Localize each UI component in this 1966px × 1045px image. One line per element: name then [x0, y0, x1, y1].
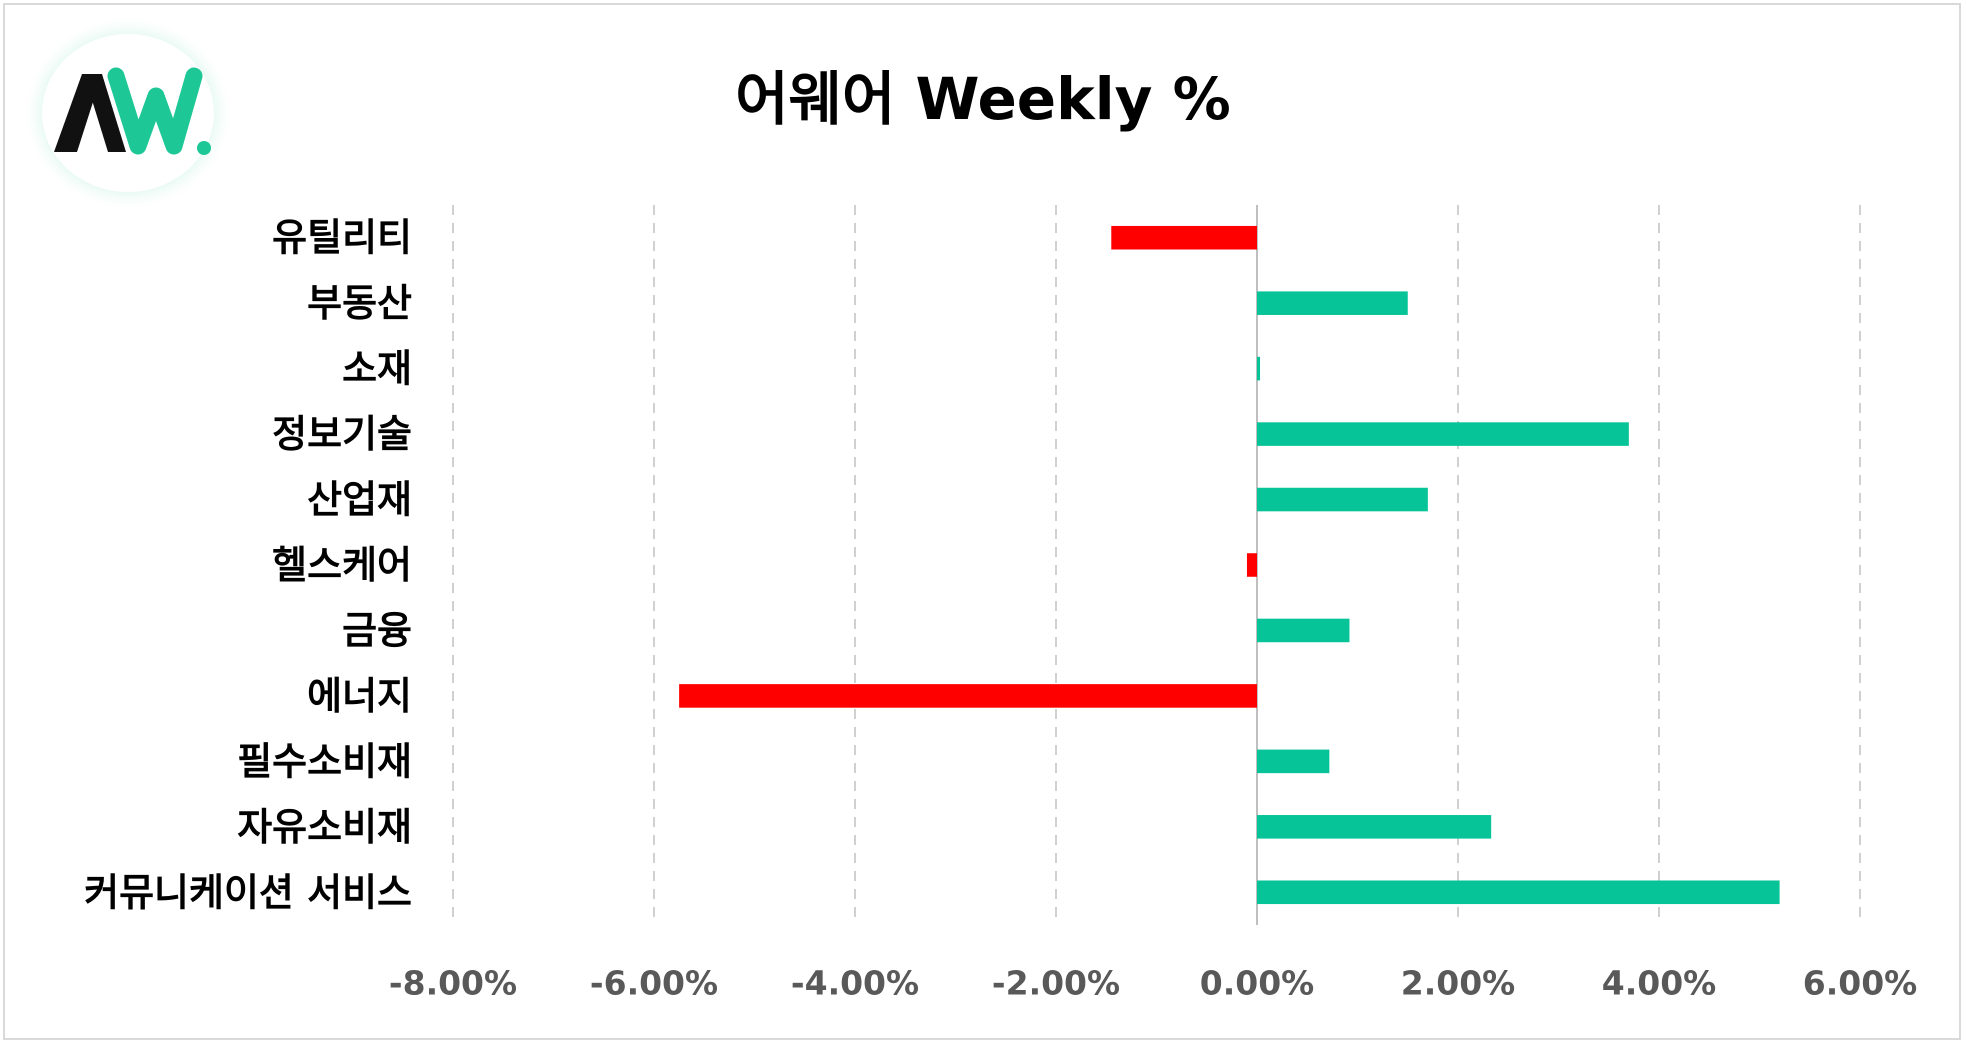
- aw-logo-icon: [54, 67, 211, 155]
- category-label: 정보기술: [272, 412, 412, 456]
- bar: [1257, 356, 1261, 381]
- category-label: 금융: [342, 608, 412, 652]
- bars: [679, 225, 1780, 905]
- gridlines: [452, 205, 1861, 925]
- bar: [1257, 880, 1780, 905]
- bar: [1257, 815, 1492, 839]
- category-labels: 유틸리티부동산소재정보기술산업재헬스케어금융에너지필수소비재자유소비재커뮤니케이…: [84, 216, 412, 915]
- category-label: 커뮤니케이션 서비스: [84, 870, 412, 914]
- x-tick-label: -4.00%: [791, 964, 919, 1003]
- bar: [1257, 618, 1350, 643]
- aw-logo: [42, 34, 214, 192]
- category-label: 소재: [342, 347, 412, 391]
- x-tick-label: 2.00%: [1401, 964, 1516, 1003]
- x-tick-labels: -8.00% -6.00% -4.00% -2.00% 0.00% 2.00% 4.00% 6…: [389, 964, 1917, 1003]
- category-label: 자유소비재: [237, 805, 412, 849]
- category-label: 유틸리티: [272, 216, 412, 260]
- bar: [1111, 225, 1257, 250]
- x-tick-label: 6.00%: [1803, 964, 1918, 1003]
- x-tick-label: -8.00%: [389, 964, 517, 1003]
- category-label: 산업재: [307, 478, 412, 522]
- bar: [679, 684, 1257, 708]
- bar: [1257, 291, 1408, 315]
- bar: [1257, 422, 1629, 446]
- bar: [1246, 553, 1257, 577]
- category-label: 필수소비재: [237, 739, 412, 783]
- category-label: 에너지: [307, 674, 412, 718]
- x-tick-label: 4.00%: [1602, 964, 1717, 1003]
- category-label: 헬스케어: [272, 543, 412, 587]
- bar: [1257, 749, 1330, 774]
- x-tick-label: -6.00%: [590, 964, 718, 1003]
- x-tick-label: -2.00%: [992, 964, 1120, 1003]
- x-tick-label: 0.00%: [1200, 964, 1315, 1003]
- category-label: 부동산: [307, 281, 412, 325]
- bar: [1257, 487, 1428, 512]
- chart-frame: [3, 3, 1961, 1040]
- chart-title: 어웨어 Weekly %: [735, 65, 1231, 133]
